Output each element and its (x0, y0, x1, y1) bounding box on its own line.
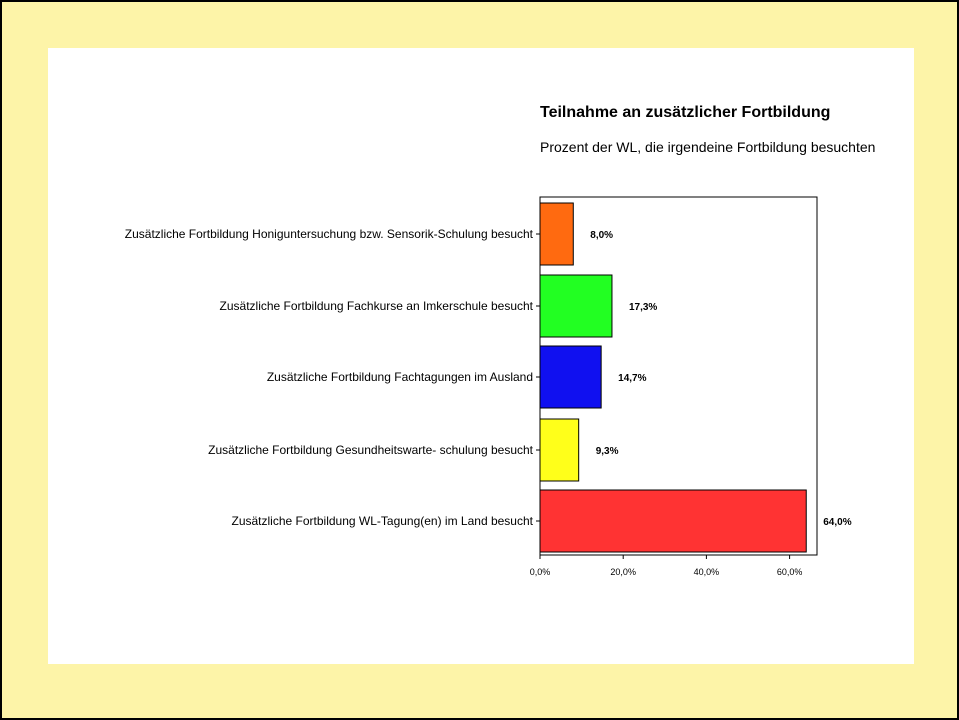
data-label: 17,3% (629, 302, 657, 313)
category-label: Zusätzliche Fortbildung Honiguntersuchun… (125, 227, 534, 241)
data-label: 9,3% (596, 446, 619, 457)
bar (539, 202, 574, 266)
chart-title: Teilnahme an zusätzlicher Fortbildung (540, 104, 831, 121)
x-tick-label: 20,0% (610, 567, 636, 577)
bar (539, 418, 580, 482)
category-label: Zusätzliche Fortbildung Gesundheitswarte… (208, 443, 534, 457)
category-label: Zusätzliche Fortbildung Fachkurse an Imk… (220, 299, 534, 313)
data-label: 8,0% (590, 230, 613, 241)
category-label: Zusätzliche Fortbildung WL-Tagung(en) im… (232, 514, 534, 528)
chart-subtitle: Prozent der WL, die irgendeine Fortbildu… (540, 139, 876, 155)
data-label: 64,0% (823, 517, 851, 528)
x-tick-label: 40,0% (694, 567, 720, 577)
chart-panel (48, 48, 914, 664)
category-label: Zusätzliche Fortbildung Fachtagungen im … (267, 370, 533, 384)
bar (539, 274, 613, 338)
bar (539, 489, 807, 553)
bar (539, 345, 602, 409)
data-label: 14,7% (618, 373, 646, 384)
x-tick-label: 0,0% (530, 567, 551, 577)
x-tick-label: 60,0% (777, 567, 803, 577)
